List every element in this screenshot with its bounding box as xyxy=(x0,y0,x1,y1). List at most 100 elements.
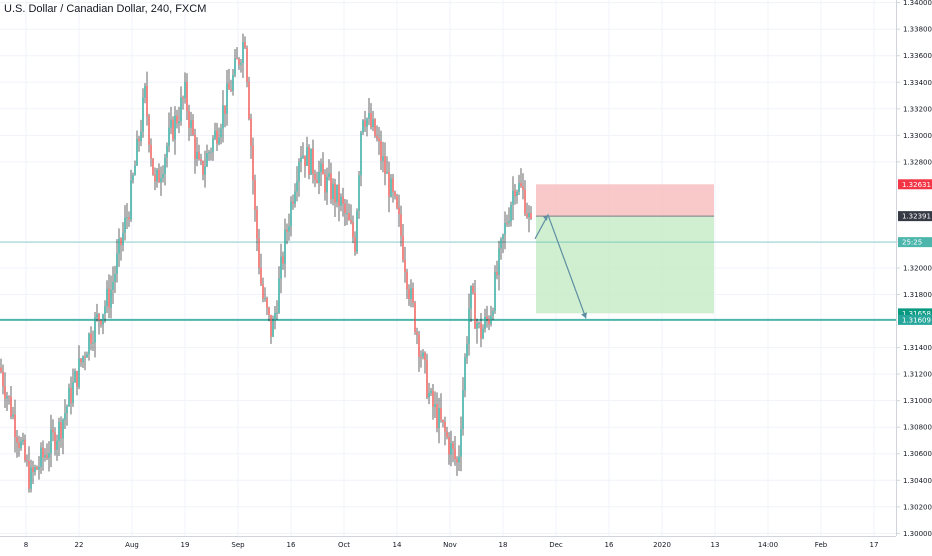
candle-body xyxy=(8,396,10,398)
time-tick-label: Oct xyxy=(338,541,350,549)
candle-body xyxy=(296,181,298,192)
candle-body xyxy=(346,212,348,214)
candle-body xyxy=(224,105,226,114)
candle-body xyxy=(490,315,492,325)
time-tick-label: 17 xyxy=(870,541,879,549)
candle-body xyxy=(38,466,40,470)
candle-body xyxy=(242,42,244,64)
candle-body xyxy=(34,466,36,472)
candle-body xyxy=(236,58,238,60)
candle-body xyxy=(22,439,24,442)
time-tick-label: 18 xyxy=(499,541,508,549)
candle-body xyxy=(230,89,232,91)
candle-body xyxy=(118,238,120,254)
candle-body xyxy=(298,162,300,182)
candle-body xyxy=(374,119,376,136)
candle-body xyxy=(126,217,128,219)
candle-body xyxy=(252,145,254,181)
candle-body xyxy=(432,390,434,408)
candle-body xyxy=(340,196,342,206)
candle-body xyxy=(268,307,270,315)
candle-body xyxy=(420,356,422,358)
candle-body xyxy=(352,222,354,238)
symbol-title: U.S. Dollar / Canadian Dollar, 240, FXCM xyxy=(4,3,207,15)
candle-body xyxy=(184,82,186,99)
candle-body xyxy=(250,118,252,146)
candle-body xyxy=(50,429,52,454)
candle-body xyxy=(358,175,360,212)
time-tick-label: 13 xyxy=(711,541,720,549)
candle-body xyxy=(452,443,454,449)
candle-body xyxy=(400,214,402,236)
candle-body xyxy=(76,371,78,387)
candle-body xyxy=(508,221,510,224)
candle-body xyxy=(216,130,218,144)
candle-body xyxy=(394,191,396,197)
candle-body xyxy=(152,158,154,175)
candle-body xyxy=(390,178,392,197)
candle-body xyxy=(482,328,484,339)
candle-body xyxy=(284,229,286,264)
price-axis[interactable]: 1.34000 1.33800 1.33600 1.33400 1.33200 1.330… xyxy=(896,0,932,538)
candle-body xyxy=(348,212,350,221)
candle-body xyxy=(418,334,420,357)
time-tick-label: 16 xyxy=(287,541,296,549)
candle-body xyxy=(448,436,450,455)
candle-body xyxy=(272,320,274,337)
candle-body xyxy=(122,232,124,246)
candle-body xyxy=(468,308,470,344)
candle-body xyxy=(440,408,442,420)
candle-body xyxy=(434,404,436,408)
candle-body xyxy=(70,387,72,404)
time-axis[interactable]: 8 22 Aug 19 Sep 16 Oct 14 Nov 18 Dec 16 2020 13 14:00 F… xyxy=(0,536,896,551)
candle-body xyxy=(44,455,46,458)
candle-body xyxy=(306,147,308,166)
candle-body xyxy=(60,422,62,439)
candle-body xyxy=(0,367,2,372)
candle-body xyxy=(518,183,520,193)
candle-body xyxy=(506,222,508,224)
candle-body xyxy=(198,151,200,160)
candle-body xyxy=(52,429,54,433)
candle-body xyxy=(156,169,158,182)
candle-body xyxy=(2,371,4,387)
candle-body xyxy=(114,273,116,282)
support-price-tag-label: 1.31609 xyxy=(902,316,931,324)
candle-body xyxy=(330,173,332,200)
candle-body xyxy=(218,137,220,144)
candle-body xyxy=(98,314,100,321)
time-tick-label: Feb xyxy=(815,541,828,549)
candle-body xyxy=(170,119,172,128)
time-tick-label: Dec xyxy=(549,541,563,549)
candle-body xyxy=(138,138,140,142)
candle-body xyxy=(336,184,338,203)
candle-body xyxy=(258,238,260,268)
candle-body xyxy=(308,147,310,175)
candle-body xyxy=(472,285,474,293)
candle-body xyxy=(72,382,74,404)
candle-body xyxy=(42,447,44,458)
candle-body xyxy=(28,461,30,489)
candle-body xyxy=(488,319,490,325)
candle-body xyxy=(450,443,452,455)
take-profit-tag xyxy=(898,308,932,319)
candle-body xyxy=(484,316,486,329)
candle-body xyxy=(206,153,208,167)
candle-body xyxy=(464,357,466,391)
candle-body xyxy=(10,396,12,417)
candle-body xyxy=(90,333,92,344)
price-tick-label: 1.31000 xyxy=(903,397,932,405)
candle-body xyxy=(278,278,280,313)
candle-body xyxy=(116,253,118,274)
candle-body xyxy=(202,161,204,175)
candle-body xyxy=(144,85,146,98)
time-tick-label: 19 xyxy=(181,541,190,549)
candle-body xyxy=(334,183,336,203)
candle-body xyxy=(426,360,428,398)
candle-body xyxy=(266,298,268,308)
time-tick-label: 14:00 xyxy=(758,541,778,549)
candle-body xyxy=(446,431,448,437)
price-tick-label: 1.31400 xyxy=(903,344,932,352)
